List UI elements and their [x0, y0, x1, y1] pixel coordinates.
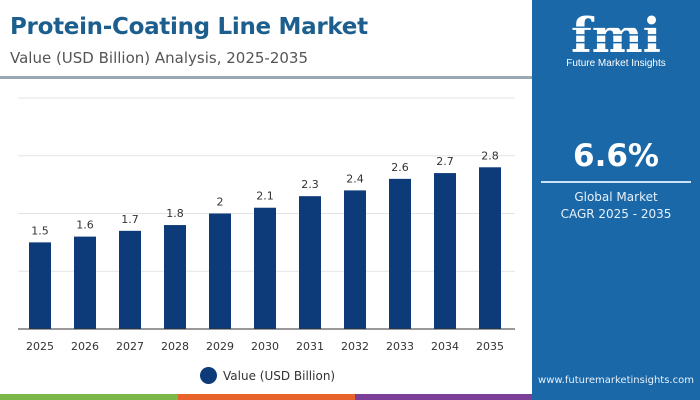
x-tick-label: 2031 [296, 340, 324, 353]
brand-name: Future Market Insights [566, 58, 666, 69]
fmi-logo-text: fmi [571, 8, 661, 58]
data-label: 2.6 [391, 161, 409, 174]
data-label: 2.8 [481, 149, 499, 162]
website-link[interactable]: www.futuremarketinsights.com [538, 375, 694, 386]
fmi-logo: fmi [562, 8, 670, 58]
x-tick-label: 2025 [26, 340, 54, 353]
bar-2032 [344, 190, 366, 329]
stripe-purple [355, 394, 532, 400]
x-tick-label: 2032 [341, 340, 369, 353]
side-panel [532, 0, 700, 400]
bar-2025 [29, 242, 51, 329]
data-label: 2 [217, 196, 224, 209]
bar-2030 [254, 207, 276, 329]
legend-swatch [200, 367, 217, 384]
data-label: 2.7 [436, 155, 454, 168]
stripe-green [0, 394, 178, 400]
bar-2034 [434, 173, 456, 329]
bar-2033 [389, 178, 411, 329]
x-tick-label: 2034 [431, 340, 459, 353]
x-tick-label: 2030 [251, 340, 279, 353]
bar-2031 [299, 196, 321, 329]
cagr-label-line1: Global Market [574, 190, 658, 204]
bar-2026 [74, 236, 96, 329]
x-tick-label: 2027 [116, 340, 144, 353]
bar-chart: 1.5 2025 1.6 2026 1.7 2027 1.8 2028 2 2029 2.1 2030… [18, 97, 515, 353]
bar-2035 [479, 167, 501, 329]
cagr-label: Global Market CAGR 2025 - 2035 [532, 189, 700, 223]
bar-2028 [164, 225, 186, 329]
legend: Value (USD Billion) [200, 367, 335, 384]
x-tick-label: 2035 [476, 340, 504, 353]
chart-subtitle: Value (USD Billion) Analysis, 2025-2035 [10, 49, 308, 67]
bar-2029 [209, 213, 231, 329]
cagr-divider [541, 181, 691, 183]
x-tick-label: 2029 [206, 340, 234, 353]
data-label: 1.5 [31, 224, 49, 237]
cagr-value: 6.6% [573, 138, 659, 174]
chart-title: Protein-Coating Line Market [10, 14, 368, 40]
stripe-orange [178, 394, 355, 400]
x-tick-label: 2033 [386, 340, 414, 353]
bar-2027 [119, 230, 141, 329]
data-label: 2.4 [346, 172, 364, 185]
x-tick-label: 2026 [71, 340, 99, 353]
header-divider [0, 76, 532, 79]
x-tick-label: 2028 [161, 340, 189, 353]
data-label: 2.1 [256, 190, 274, 203]
data-label: 1.8 [166, 207, 184, 220]
cagr-label-line2: CAGR 2025 - 2035 [560, 207, 672, 221]
data-label: 1.7 [121, 213, 139, 226]
legend-label: Value (USD Billion) [223, 368, 336, 383]
data-label: 1.6 [76, 219, 94, 232]
data-label: 2.3 [301, 178, 319, 191]
